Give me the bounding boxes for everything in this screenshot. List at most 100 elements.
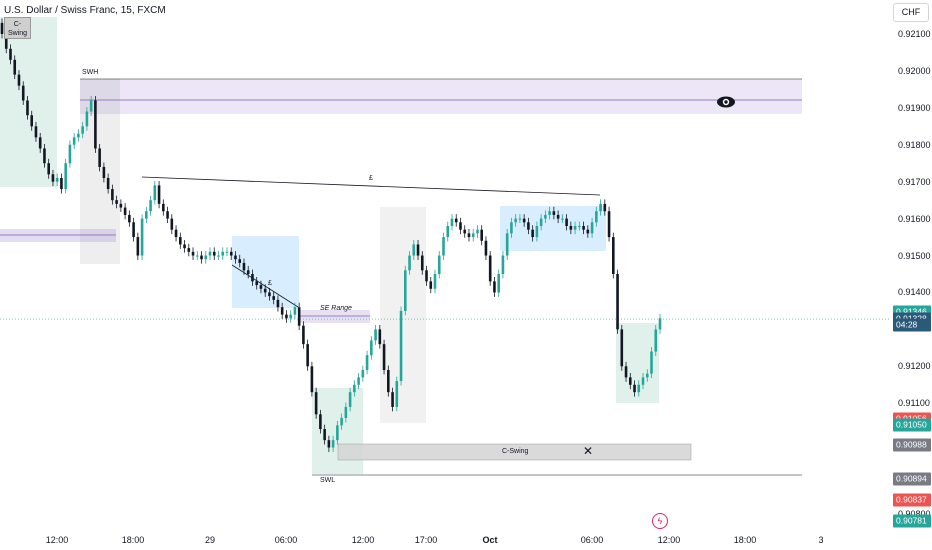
candle-body: [476, 229, 479, 234]
candle: [471, 228, 475, 242]
candle: [531, 225, 534, 242]
price-tag[interactable]: 0.90781: [893, 514, 931, 528]
zones-layer: [0, 17, 802, 474]
candle: [488, 251, 492, 286]
candle: [195, 251, 199, 260]
candle-body: [556, 214, 560, 219]
candle-body: [140, 218, 144, 256]
candle-body: [578, 226, 581, 227]
candle: [607, 206, 611, 242]
candle: [582, 221, 585, 235]
candle: [408, 251, 411, 275]
price-axis[interactable]: 0.92100 0.92000 0.91900 0.91800 0.91700 0.916…: [890, 0, 932, 550]
swh-zone: [80, 79, 802, 114]
chart-title: U.S. Dollar / Swiss Franc, 15, FXCM: [4, 5, 166, 16]
candle: [357, 372, 360, 390]
candle: [229, 247, 233, 260]
candle: [157, 180, 161, 209]
candle: [378, 324, 382, 349]
candle: [251, 269, 254, 286]
candle: [183, 240, 186, 253]
time-axis[interactable]: 12:00 18:00 29 06:00 12:00 17:00 Oct 06:00 12:00…: [0, 530, 890, 550]
candle: [13, 55, 17, 80]
candle-body: [480, 229, 484, 241]
candle: [98, 144, 101, 172]
candle-body: [612, 237, 615, 274]
candle-body: [442, 237, 445, 256]
candle: [115, 195, 118, 209]
price-tag[interactable]: 04:28: [893, 318, 931, 332]
candle: [200, 251, 203, 264]
candle: [246, 265, 250, 279]
price-chart[interactable]: [0, 0, 890, 530]
candle-body: [183, 244, 186, 249]
candle-body: [115, 200, 118, 204]
eye-icon[interactable]: [716, 95, 736, 109]
candle: [272, 291, 275, 305]
candle-body: [650, 351, 653, 374]
candle-body: [624, 366, 628, 378]
candle: [382, 339, 386, 375]
candle: [518, 214, 522, 224]
candle-body: [26, 100, 29, 116]
candle-body: [403, 270, 407, 311]
candle: [34, 121, 38, 142]
candle-body: [518, 218, 522, 220]
candle: [310, 361, 314, 397]
price-tag[interactable]: 0.90988: [893, 438, 931, 452]
candle-body: [21, 85, 25, 101]
candle-body: [323, 429, 326, 441]
candle-body: [561, 218, 564, 220]
candle-body: [162, 203, 165, 212]
candle-body: [293, 307, 297, 315]
candle-body: [200, 255, 203, 260]
candle-body: [408, 255, 411, 271]
price-tag[interactable]: 0.91050: [893, 418, 931, 432]
candle: [47, 158, 50, 179]
candle-body: [128, 214, 131, 223]
candle-body: [302, 325, 305, 345]
liquidity-top-label: £: [369, 175, 373, 182]
candle: [132, 217, 135, 242]
flash-icon[interactable]: ϟ: [652, 513, 668, 529]
candle: [403, 265, 407, 316]
candle: [217, 251, 220, 260]
cross-icon[interactable]: ✕: [583, 444, 594, 458]
candle: [280, 302, 284, 320]
candle: [9, 44, 12, 65]
currency-badge[interactable]: CHF: [893, 3, 929, 22]
candle-body: [387, 370, 390, 393]
candle-body: [633, 384, 636, 393]
price-tag[interactable]: 0.90837: [893, 493, 931, 507]
candle-body: [208, 251, 212, 256]
candle-body: [170, 218, 174, 230]
candle: [501, 251, 505, 279]
candle-body: [306, 344, 309, 367]
cswing-bottom-box: [337, 443, 692, 461]
candle-body: [310, 366, 314, 393]
left-purple-zone: [0, 229, 116, 242]
candle: [628, 372, 632, 390]
candle: [162, 199, 165, 216]
candle-body: [374, 329, 377, 341]
candle: [60, 173, 63, 194]
candle: [420, 251, 424, 275]
time-tick-label: 12:00: [351, 535, 375, 545]
time-tick-label: 18:00: [733, 535, 757, 545]
candle-body: [94, 100, 97, 149]
candle: [527, 217, 530, 235]
candle: [548, 206, 551, 220]
candle: [595, 206, 598, 227]
candle-body: [212, 251, 216, 256]
candle: [633, 380, 636, 397]
candle: [590, 217, 594, 238]
candle-body: [43, 148, 46, 164]
c-swing-label: C-Swing: [502, 448, 529, 455]
candle-body: [599, 203, 602, 212]
candle: [68, 140, 72, 168]
price-tag[interactable]: 0.90894: [893, 472, 931, 486]
candle: [38, 132, 42, 153]
candle: [94, 96, 97, 153]
candle-body: [344, 406, 348, 418]
chart-area[interactable]: U.S. Dollar / Swiss Franc, 15, FXCM C- S…: [0, 0, 890, 530]
